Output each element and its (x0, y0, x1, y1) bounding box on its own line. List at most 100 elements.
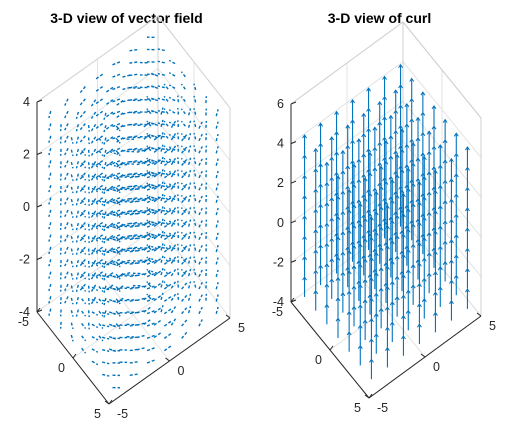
arrow (70, 211, 74, 218)
pane-edge (157, 15, 231, 109)
arrow (91, 298, 99, 304)
arrow (87, 149, 90, 157)
arrow (151, 134, 159, 139)
arrow (90, 198, 97, 206)
arrow (75, 148, 80, 157)
arrow (170, 133, 177, 141)
arrow-head (373, 191, 379, 196)
arrow (157, 122, 165, 126)
arrow (87, 186, 90, 194)
arrow (180, 96, 186, 102)
arrow (177, 144, 180, 152)
arrow (187, 293, 192, 301)
arrow-head (465, 247, 470, 252)
arrow (170, 244, 177, 252)
arrow-head (382, 136, 387, 141)
arrow (103, 236, 107, 244)
arrow (98, 174, 104, 181)
arrow-head (324, 242, 330, 247)
arrow (129, 175, 138, 179)
arrow-head (437, 286, 443, 291)
arrow (115, 261, 121, 268)
y-tick (420, 353, 426, 358)
arrow (129, 246, 138, 250)
arrow (105, 136, 114, 143)
arrow (98, 137, 104, 144)
arrow-head (373, 251, 379, 257)
arrow (90, 222, 97, 231)
arrow (98, 224, 104, 231)
arrow (87, 236, 90, 243)
arrow (115, 236, 121, 243)
arrow (122, 136, 131, 140)
arrow (129, 274, 138, 278)
arrow (160, 169, 164, 177)
arrow (116, 149, 124, 156)
arrow (180, 120, 186, 127)
arrow-head (410, 243, 416, 248)
arrow-head (394, 153, 400, 159)
arrow (112, 246, 121, 251)
arrow (90, 284, 97, 292)
arrow (143, 207, 151, 214)
arrow (102, 250, 110, 254)
z-tick (290, 180, 297, 184)
arrow (151, 97, 159, 102)
arrow (146, 248, 155, 253)
arrow-head (389, 280, 395, 285)
arrow (151, 171, 159, 176)
arrow (151, 109, 159, 114)
arrow (81, 335, 87, 342)
arrow-head (329, 217, 335, 222)
arrow (90, 173, 97, 181)
arrow (79, 123, 86, 131)
arrow-head (356, 178, 362, 183)
arrow-head (335, 317, 341, 322)
z-tick (36, 257, 43, 260)
arrow-head (366, 107, 371, 112)
arrow (146, 256, 152, 263)
arrow-head (345, 124, 351, 129)
y-tick-label: -5 (377, 401, 388, 415)
arrow (102, 188, 110, 192)
arrow (177, 169, 180, 177)
arrow (193, 145, 197, 152)
arrow (146, 347, 155, 352)
arrow (143, 146, 151, 153)
arrow (79, 209, 86, 217)
arrow (187, 231, 192, 240)
arrow-head (421, 155, 427, 161)
arrow-head (313, 188, 319, 193)
arrow-head (465, 166, 470, 171)
arrow (70, 248, 74, 256)
arrow-head (346, 290, 352, 295)
z-tick-label: 0 (23, 200, 30, 214)
arrow-head (378, 267, 384, 272)
arrow (157, 97, 165, 101)
arrow (116, 161, 124, 168)
arrow (180, 207, 186, 214)
arrow (146, 182, 152, 189)
arrow-head (302, 195, 307, 200)
arrow (103, 223, 107, 232)
arrow (102, 176, 110, 180)
arrow (168, 170, 176, 176)
arrow (163, 108, 169, 115)
arrow (116, 260, 124, 267)
arrow (122, 197, 131, 202)
arrow (170, 120, 177, 129)
arrow (153, 184, 162, 190)
arrow (180, 145, 186, 152)
arrow (87, 248, 90, 256)
arrow (79, 86, 86, 94)
arrow (163, 281, 169, 288)
arrow (95, 135, 104, 142)
arrow-head (346, 270, 352, 275)
arrow (95, 246, 104, 253)
arrow (168, 133, 176, 139)
arrow (198, 294, 203, 302)
arrow (112, 184, 121, 190)
arrow (95, 209, 104, 216)
arrow-head (442, 179, 448, 184)
arrow-head (410, 284, 416, 289)
